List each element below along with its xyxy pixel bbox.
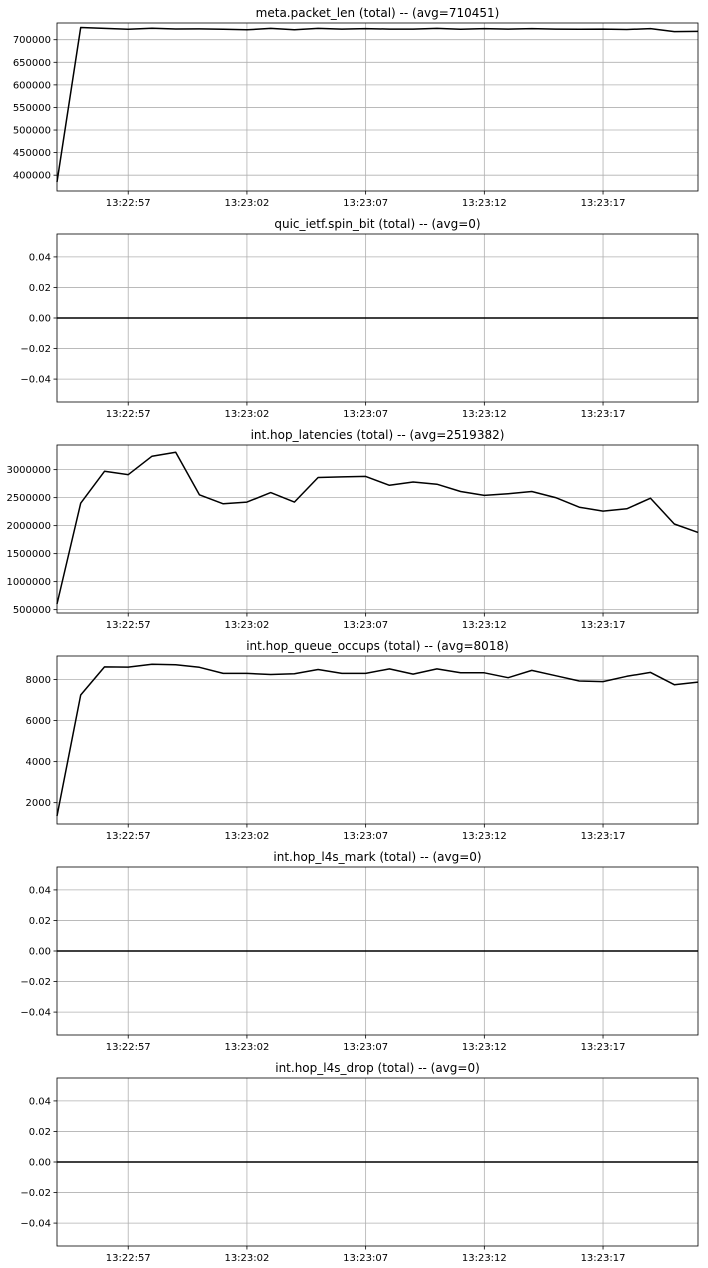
- chart-panel-4: int.hop_queue_occups (total) -- (avg=801…: [26, 639, 699, 842]
- y-tick-label: 0.04: [29, 885, 51, 896]
- chart-panel-1: meta.packet_len (total) -- (avg=710451) 1…: [13, 6, 699, 209]
- x-tick-label: 13:23:17: [581, 409, 626, 420]
- y-tick-label: 3000000: [6, 465, 51, 476]
- x-tick-label: 13:23:07: [343, 198, 388, 209]
- y-tick-label: 550000: [13, 103, 51, 114]
- y-tick-label: 500000: [13, 126, 51, 137]
- series-line: [56, 663, 699, 817]
- y-tick-label: 700000: [13, 35, 51, 46]
- x-tick-label: 13:23:07: [343, 409, 388, 420]
- chart-title: int.hop_queue_occups (total) -- (avg=801…: [246, 639, 509, 653]
- x-tick-label: 13:23:02: [224, 409, 269, 420]
- x-tick-label: 13:22:57: [106, 831, 151, 842]
- y-tick-label: 0.00: [29, 1158, 51, 1169]
- plot-frame: [56, 22, 699, 192]
- y-tick-label: −0.04: [20, 1219, 51, 1230]
- y-tick-label: −0.04: [20, 375, 51, 386]
- y-tick-label: 0.02: [29, 916, 51, 927]
- x-tick-label: 13:23:17: [581, 1042, 626, 1053]
- y-tick-label: 400000: [13, 171, 51, 182]
- x-tick-label: 13:23:17: [581, 198, 626, 209]
- y-tick-label: 650000: [13, 58, 51, 69]
- x-tick-label: 13:23:17: [581, 1253, 626, 1264]
- plot-frame: [56, 866, 699, 1036]
- y-tick-label: 0.00: [29, 314, 51, 325]
- x-tick-label: 13:22:57: [106, 620, 151, 631]
- chart-panel-3: int.hop_latencies (total) -- (avg=251938…: [6, 428, 699, 631]
- x-tick-label: 13:23:12: [462, 198, 507, 209]
- chart-title: int.hop_l4s_drop (total) -- (avg=0): [275, 1061, 480, 1075]
- y-tick-label: 450000: [13, 148, 51, 159]
- x-tick-label: 13:23:17: [581, 831, 626, 842]
- chart-panel-5: int.hop_l4s_mark (total) -- (avg=0) 13:22…: [20, 850, 699, 1053]
- y-tick-label: 1000000: [6, 577, 51, 588]
- chart-title: quic_ietf.spin_bit (total) -- (avg=0): [274, 217, 480, 231]
- y-tick-label: 2500000: [6, 493, 51, 504]
- y-tick-label: 0.04: [29, 1096, 51, 1107]
- chart-title: int.hop_latencies (total) -- (avg=251938…: [251, 428, 505, 442]
- y-tick-label: 600000: [13, 80, 51, 91]
- chart-title: int.hop_l4s_mark (total) -- (avg=0): [273, 850, 481, 864]
- y-tick-label: 0.02: [29, 283, 51, 294]
- y-tick-label: 2000: [26, 798, 51, 809]
- series-line: [56, 26, 699, 183]
- x-tick-label: 13:22:57: [106, 409, 151, 420]
- y-tick-label: −0.02: [20, 977, 51, 988]
- x-tick-label: 13:23:12: [462, 620, 507, 631]
- x-tick-label: 13:23:12: [462, 1042, 507, 1053]
- x-tick-label: 13:23:07: [343, 620, 388, 631]
- plot-frame: [56, 1077, 699, 1247]
- x-tick-label: 13:23:07: [343, 1253, 388, 1264]
- x-tick-label: 13:23:07: [343, 1042, 388, 1053]
- x-tick-label: 13:22:57: [106, 198, 151, 209]
- series-line: [56, 451, 699, 605]
- chart-panel-2: quic_ietf.spin_bit (total) -- (avg=0) 13:…: [20, 217, 699, 420]
- x-tick-label: 13:23:02: [224, 198, 269, 209]
- x-tick-label: 13:23:17: [581, 620, 626, 631]
- y-tick-label: 6000: [26, 716, 51, 727]
- x-tick-label: 13:23:12: [462, 831, 507, 842]
- y-tick-label: 0.04: [29, 252, 51, 263]
- x-tick-label: 13:22:57: [106, 1042, 151, 1053]
- x-tick-label: 13:23:02: [224, 1042, 269, 1053]
- x-tick-label: 13:22:57: [106, 1253, 151, 1264]
- plot-frame: [56, 655, 699, 825]
- x-tick-label: 13:23:02: [224, 831, 269, 842]
- y-tick-label: −0.04: [20, 1008, 51, 1019]
- y-tick-label: 0.00: [29, 947, 51, 958]
- y-tick-label: 0.02: [29, 1127, 51, 1138]
- x-tick-label: 13:23:02: [224, 1253, 269, 1264]
- plot-frame: [56, 233, 699, 403]
- y-tick-label: 2000000: [6, 521, 51, 532]
- y-tick-label: 1500000: [6, 549, 51, 560]
- chart-title: meta.packet_len (total) -- (avg=710451): [256, 6, 500, 20]
- y-tick-label: 4000: [26, 757, 51, 768]
- y-tick-label: 8000: [26, 675, 51, 686]
- plot-frame: [56, 444, 699, 614]
- x-tick-label: 13:23:12: [462, 409, 507, 420]
- y-tick-label: −0.02: [20, 1188, 51, 1199]
- x-tick-label: 13:23:07: [343, 831, 388, 842]
- y-tick-label: 500000: [13, 605, 51, 616]
- x-tick-label: 13:23:02: [224, 620, 269, 631]
- x-tick-label: 13:23:12: [462, 1253, 507, 1264]
- chart-panel-6: int.hop_l4s_drop (total) -- (avg=0) 13:22…: [20, 1061, 699, 1264]
- y-tick-label: −0.02: [20, 344, 51, 355]
